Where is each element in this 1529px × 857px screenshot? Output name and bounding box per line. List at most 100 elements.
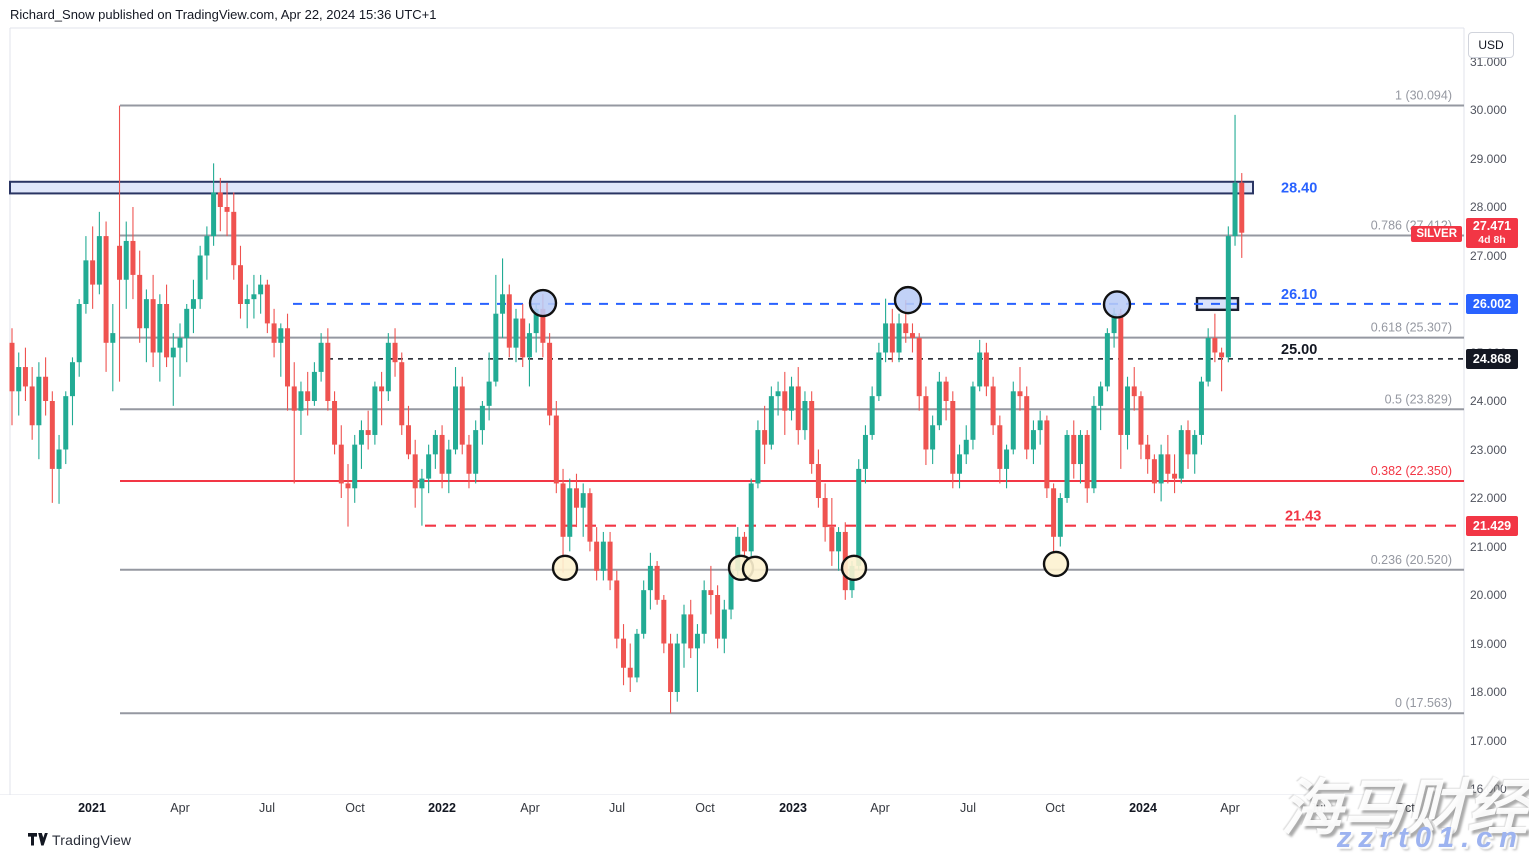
candle-body: [110, 333, 116, 343]
candle-body: [285, 328, 291, 387]
candle-body: [298, 391, 304, 411]
candle-body: [735, 536, 741, 571]
support-touch-marker[interactable]: [551, 554, 579, 582]
time-axis-tick: Oct: [345, 801, 365, 815]
candle-body: [56, 449, 62, 469]
currency-usd-button[interactable]: USD: [1468, 32, 1514, 58]
candle-body: [668, 643, 674, 692]
candle-body: [190, 299, 196, 309]
candle-body: [1178, 430, 1184, 479]
time-axis[interactable]: 2021 Apr Jul Oct 2022 Apr Jul Oct 2023 Apr Jul Oct 2…: [0, 795, 1529, 823]
candle-body: [177, 337, 183, 348]
candle-body: [164, 304, 170, 358]
candle-body: [1084, 434, 1090, 489]
fib-level-label: 0 (17.563): [1395, 696, 1452, 710]
candle-body: [432, 434, 438, 455]
price-axis[interactable]: USD 31.00030.00029.00028.00027.00026.000…: [1465, 28, 1529, 822]
candle-body: [103, 236, 109, 343]
candle-body: [896, 323, 902, 353]
candle-body: [1185, 430, 1191, 455]
candle-body: [1017, 391, 1023, 397]
candle-body: [117, 245, 123, 280]
candle-body: [594, 541, 600, 571]
candle-body: [977, 352, 983, 387]
time-axis-tick: Oct: [1395, 801, 1415, 815]
candle-body: [916, 337, 922, 397]
candle-body: [1138, 396, 1144, 445]
candle-body: [775, 391, 781, 397]
candle-body: [950, 401, 956, 474]
candlestick-series: [9, 105, 1245, 714]
candle-body: [1165, 454, 1171, 474]
resistance-touch-marker[interactable]: [1102, 290, 1132, 319]
candle-body: [708, 590, 714, 595]
candle-body: [352, 444, 358, 489]
last-price-tag: 27.471 4d 8h: [1466, 217, 1518, 248]
candle-body: [1145, 444, 1151, 460]
candle-body: [701, 590, 707, 634]
candle-body: [1064, 434, 1070, 498]
candle-body: [405, 425, 411, 455]
price-axis-tick: 21.000: [1470, 539, 1507, 554]
time-axis-tick: 2022: [428, 801, 456, 815]
candle-body: [237, 265, 243, 304]
candle-body: [654, 565, 660, 600]
candle-body: [943, 381, 949, 401]
time-axis-tick: 2023: [779, 801, 807, 815]
support-touch-marker[interactable]: [840, 554, 868, 582]
price-axis-tick: 17.000: [1470, 733, 1507, 748]
time-axis-tick: Apr: [870, 801, 890, 815]
candle-body: [49, 401, 55, 469]
candle-body: [130, 240, 136, 275]
tradingview-logo-icon[interactable]: [28, 833, 48, 846]
candle-body: [903, 323, 909, 334]
candle-body: [466, 444, 472, 474]
time-axis-tick: Jul: [609, 801, 625, 815]
price-annotation-label: 21.43: [1285, 509, 1321, 525]
candle-body: [486, 381, 492, 406]
candle-body: [526, 333, 532, 358]
support-touch-marker[interactable]: [741, 555, 769, 583]
publish-header: Richard_Snow published on TradingView.co…: [10, 7, 437, 22]
candle-body: [889, 323, 895, 353]
tradingview-brand-text[interactable]: TradingView: [52, 832, 132, 848]
support-touch-marker[interactable]: [1042, 550, 1070, 578]
candle-body: [412, 454, 418, 489]
candle-body: [634, 633, 640, 678]
candle-body: [587, 493, 593, 542]
price-axis-tick: 18.000: [1470, 685, 1507, 699]
candle-body: [721, 609, 727, 639]
candle-body: [96, 236, 102, 285]
candle-body: [674, 643, 680, 692]
candle-body: [1004, 449, 1010, 469]
candle-body: [923, 396, 929, 450]
candle-body: [540, 308, 546, 343]
time-axis-tick: 2024: [1129, 801, 1157, 815]
resistance-touch-marker[interactable]: [893, 285, 923, 315]
supply-zone-rectangle[interactable]: [9, 180, 1254, 195]
candle-body: [83, 260, 89, 304]
candle-body: [715, 595, 721, 639]
candle-body: [1091, 405, 1097, 489]
price-axis-tick: 31.000: [1470, 54, 1507, 69]
time-axis-tick: Oct: [1045, 801, 1065, 815]
candle-body: [1111, 313, 1117, 334]
price-axis-tick: 28.000: [1470, 200, 1507, 214]
candle-body: [1057, 498, 1063, 537]
candle-body: [580, 493, 586, 508]
candle-body: [627, 667, 633, 678]
candle-body: [1030, 430, 1036, 450]
candle-body: [338, 444, 344, 484]
candle-body: [768, 396, 774, 445]
resistance-touch-marker[interactable]: [528, 288, 558, 318]
candle-body: [614, 580, 620, 639]
fib-level-label: 0.618 (25.307): [1371, 321, 1452, 335]
blue-line-price-tag: 26.002: [1466, 293, 1518, 314]
footer-bar: TradingView: [0, 823, 1529, 857]
time-axis-tick: Apr: [520, 801, 540, 815]
candle-body: [231, 211, 237, 266]
candle-body: [69, 362, 75, 397]
candle-body: [123, 240, 129, 280]
